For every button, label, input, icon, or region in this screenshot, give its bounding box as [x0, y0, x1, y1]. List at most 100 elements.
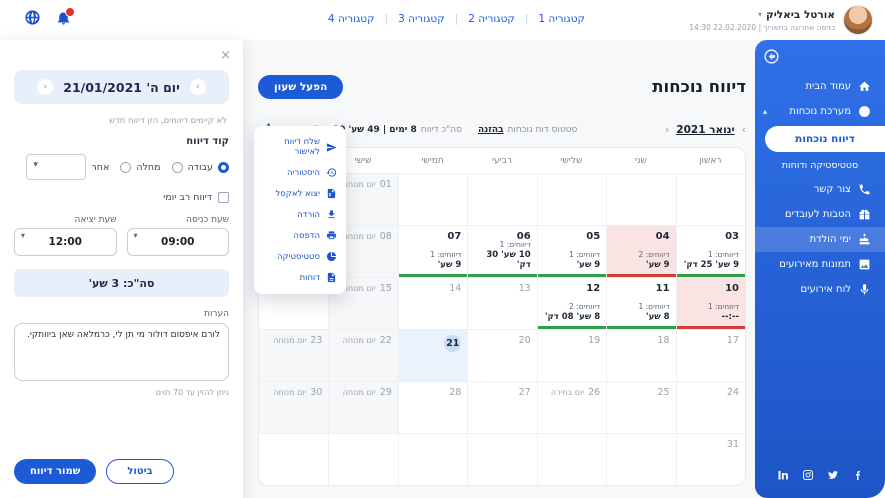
total-hours-bar: סה"כ: 3 שע' [14, 269, 229, 297]
calendar-day-31[interactable]: 31 [676, 434, 745, 485]
start-clock-button[interactable]: הפעל שעון [258, 75, 343, 99]
close-icon[interactable]: × [220, 48, 231, 63]
calendar-day-14[interactable]: 14 [398, 278, 467, 329]
calendar-day-22[interactable]: 22יום מנוחה [328, 330, 397, 381]
instagram-icon[interactable] [802, 466, 814, 485]
status-bar [677, 274, 745, 277]
calendar-day-11[interactable]: 11דיווחים: 18 שע' [606, 278, 675, 329]
previous-month-icon[interactable]: ‹ [665, 123, 669, 136]
category-link[interactable]: קטגוריה 1 [538, 13, 585, 25]
sidebar-subitem[interactable]: סטטיסטיקה ודוחות [755, 154, 885, 177]
globe-icon[interactable] [24, 9, 41, 26]
page-title: דיווח נוכחות [652, 77, 746, 96]
menu-item[interactable]: סטטיסטיקה [254, 246, 346, 267]
calendar-day-18[interactable]: 18 [606, 330, 675, 381]
calendar-day-20[interactable]: 20 [467, 330, 536, 381]
calendar-day-12[interactable]: 12דיווחים: 28 שע' 08 דק' [537, 278, 606, 329]
calendar-day-26[interactable]: 26יום בחירה [537, 382, 606, 433]
reported-hours: 9 שע' [544, 260, 600, 270]
avatar[interactable] [843, 5, 873, 35]
linkedin-icon[interactable] [777, 466, 789, 485]
calendar-day-05[interactable]: 05דיווחים: 19 שע' [537, 226, 606, 277]
facebook-icon[interactable] [852, 466, 864, 485]
month-navigation: › ינואר 2021 ‹ [665, 123, 746, 136]
exit-time-field[interactable]: ▾ 12:00 [14, 228, 117, 256]
sidebar-item[interactable]: הטבות לעובדים [755, 202, 885, 227]
notes-textarea[interactable]: לורם איפסום דולור מי תן לי, כרמלאה שאן ב… [14, 323, 229, 381]
calendar-day-07[interactable]: 07דיווחים: 19 שע' [398, 226, 467, 277]
category-link[interactable]: קטגוריה 2 [468, 13, 515, 25]
entry-time-field[interactable]: ▾ 09:00 [127, 228, 230, 256]
sidebar-item-label: תמונות מאירועים [779, 259, 851, 270]
linkedin-icon [777, 469, 789, 481]
calendar-day-30[interactable]: 30יום מנוחה [259, 382, 328, 433]
day-type-label: יום מנוחה [343, 336, 376, 345]
top-categories: קטגוריה 1|קטגוריה 2|קטגוריה 3|קטגוריה 4 [328, 13, 585, 25]
calendar-day-03[interactable]: 03דיווחים: 19 שע' 25 דק' [676, 226, 745, 277]
sidebar-item[interactable]: צור קשר [755, 177, 885, 202]
panel-date-bar: › יום ה' 21/01/2021 ‹ [14, 70, 229, 104]
notes-limit-hint: ניתן להזין עד 70 תוים [14, 388, 229, 397]
calendar-day-21[interactable]: 21 [398, 330, 467, 381]
calendar-day-28[interactable]: 28 [398, 382, 467, 433]
send-icon [326, 142, 337, 153]
day-header: רביעי [467, 156, 536, 166]
excel-icon [326, 188, 337, 199]
month-label[interactable]: ינואר 2021 [676, 124, 734, 136]
twitter-icon[interactable] [827, 466, 839, 485]
menu-item[interactable]: יצוא לאקסל [254, 183, 346, 204]
save-report-button[interactable]: שמור דיווח [14, 459, 96, 484]
main-content: דיווח נוכחות הפעל שעון › ינואר 2021 ‹ סט… [258, 40, 746, 486]
day-header: ראשון [676, 156, 745, 166]
notes-label: הערות [14, 309, 229, 319]
sidebar-item[interactable]: ימי הולדת [755, 227, 885, 252]
cake-icon [858, 233, 871, 246]
radio-work[interactable] [218, 162, 229, 173]
calendar-day-06[interactable]: 06דיווחים: 110 שע' 30 דק' [467, 226, 536, 277]
menu-item[interactable]: היסטוריה [254, 162, 346, 183]
menu-item[interactable]: דוחות [254, 267, 346, 288]
sidebar-subitem[interactable]: דיווח נוכחות [765, 126, 885, 152]
radio-other[interactable] [120, 162, 131, 173]
menu-item[interactable]: הדפסה [254, 225, 346, 246]
next-day-icon[interactable]: › [190, 79, 206, 95]
calendar-day-19[interactable]: 19 [537, 330, 606, 381]
calendar-day-23[interactable]: 23יום מנוחה [259, 330, 328, 381]
sidebar-item[interactable]: לוח אירועים [755, 277, 885, 302]
calendar-day-10[interactable]: 10דיווחים: 1--:-- [676, 278, 745, 329]
calendar-day-27[interactable]: 27 [467, 382, 536, 433]
status-bar [607, 326, 675, 329]
bell-icon[interactable] [55, 9, 72, 26]
cancel-button[interactable]: ביטול [106, 459, 173, 484]
reported-hours: --:-- [683, 312, 739, 322]
sidebar-item[interactable]: מערכת נוכחות▴ [755, 99, 885, 124]
sidebar-item-label: לוח אירועים [800, 284, 851, 295]
day-report-panel: × › יום ה' 21/01/2021 ‹ לא קיימים דיווחי… [0, 40, 243, 498]
day-header: חמישי [398, 156, 467, 166]
other-code-select[interactable]: ▾ [26, 154, 86, 180]
menu-item[interactable]: הורדה [254, 204, 346, 225]
calendar-day-24[interactable]: 24 [676, 382, 745, 433]
calendar-day-04[interactable]: 04דיווחים: 29 שע' [606, 226, 675, 277]
next-month-icon[interactable]: › [742, 123, 746, 136]
collapse-sidebar-icon[interactable] [763, 48, 780, 65]
calendar-day-17[interactable]: 17 [676, 330, 745, 381]
sidebar-item[interactable]: עמוד הבית [755, 74, 885, 99]
category-link[interactable]: קטגוריה 3 [398, 13, 445, 25]
day-header: שני [606, 156, 675, 166]
photo-icon [858, 258, 871, 271]
multiday-row: דיווח רב יומי [14, 192, 229, 203]
menu-item[interactable]: שלח דיווח לאישור [254, 132, 346, 162]
reported-hours: 10 שע' 30 דק' [474, 250, 530, 270]
sidebar-item[interactable]: תמונות מאירועים [755, 252, 885, 277]
reports-count: דיווחים: 1 [405, 250, 461, 259]
previous-day-icon[interactable]: ‹ [37, 79, 53, 95]
calendar-day-25[interactable]: 25 [606, 382, 675, 433]
radio-sick[interactable] [172, 162, 183, 173]
multiday-checkbox[interactable] [218, 192, 229, 203]
calendar-day-29[interactable]: 29יום מנוחה [328, 382, 397, 433]
calendar-day-13[interactable]: 13 [467, 278, 536, 329]
category-link[interactable]: קטגוריה 4 [328, 13, 375, 25]
user-menu[interactable]: אורטל ביאליק ▾ כניסה אחרונה בתאריך | 22.… [689, 5, 873, 35]
chevron-down-icon[interactable]: ▾ [758, 10, 762, 19]
